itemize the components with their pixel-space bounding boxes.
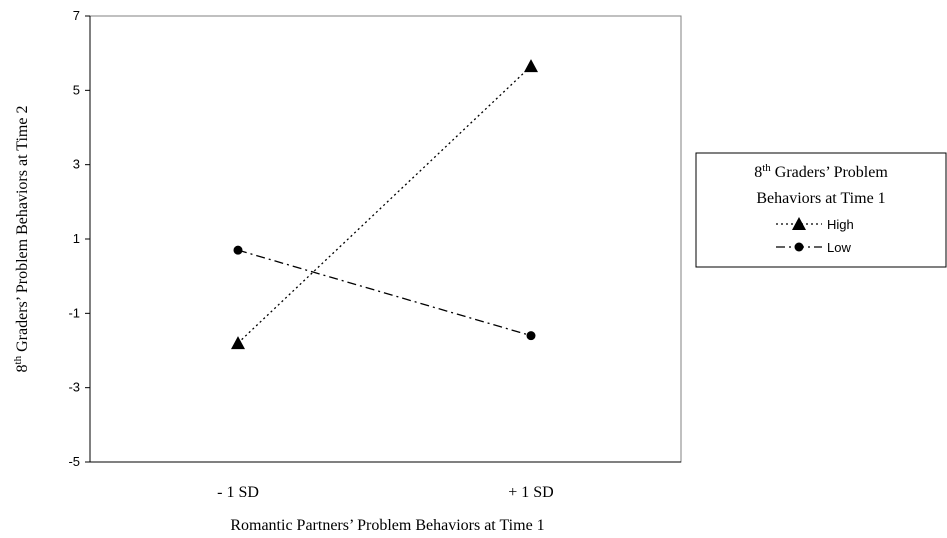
legend-title-line2: Behaviors at Time 1 — [756, 190, 885, 207]
x-tick-label: + 1 SD — [508, 484, 553, 501]
legend-title-sup: th — [762, 162, 771, 174]
legend-label: High — [827, 217, 854, 232]
data-point-high — [231, 336, 245, 350]
legend-title-line1: 8th Graders’ Problem — [754, 162, 888, 181]
series-high — [231, 59, 538, 350]
series-line-low — [237, 249, 532, 337]
series-line-high — [237, 65, 532, 344]
series-layer — [231, 59, 538, 350]
y-tick-label: -1 — [68, 305, 80, 320]
legend-title-rest: Graders’ Problem — [771, 164, 889, 181]
y-axis-ticks: -5 -3 -1 1 3 5 7 — [68, 8, 90, 469]
y-tick-label: 1 — [73, 231, 80, 246]
y-axis-title-prefix: 8 — [14, 364, 31, 372]
data-point-low — [526, 331, 536, 341]
y-tick-label: 3 — [73, 157, 80, 172]
legend-items: High Low — [776, 217, 854, 255]
y-tick-label: -3 — [68, 380, 80, 395]
y-tick-label: 5 — [73, 82, 80, 97]
y-tick-label: 7 — [73, 8, 80, 23]
legend-item-high: High — [776, 217, 854, 232]
legend-label: Low — [827, 240, 851, 255]
x-axis-title: Romantic Partners’ Problem Behaviors at … — [230, 517, 544, 534]
legend-swatch-marker — [792, 217, 806, 230]
legend: 8th Graders’ Problem Behaviors at Time 1… — [695, 152, 947, 268]
series-low — [233, 245, 536, 341]
y-axis-title-sup: th — [12, 355, 24, 364]
x-axis-tick-labels: - 1 SD + 1 SD — [217, 484, 554, 501]
legend-item-low: Low — [776, 240, 851, 255]
y-axis-title-rest: Graders’ Problem Behaviors at Time 2 — [14, 106, 31, 356]
data-point-high — [524, 59, 538, 73]
legend-box — [695, 152, 947, 268]
legend-swatch-marker — [794, 242, 804, 252]
legend-title-prefix: 8 — [754, 164, 762, 181]
plot-area — [89, 15, 682, 463]
x-tick-label: - 1 SD — [217, 484, 259, 501]
y-tick-label: -5 — [68, 454, 80, 469]
y-axis-title: 8th Graders’ Problem Behaviors at Time 2 — [12, 106, 31, 373]
data-point-low — [233, 245, 243, 255]
